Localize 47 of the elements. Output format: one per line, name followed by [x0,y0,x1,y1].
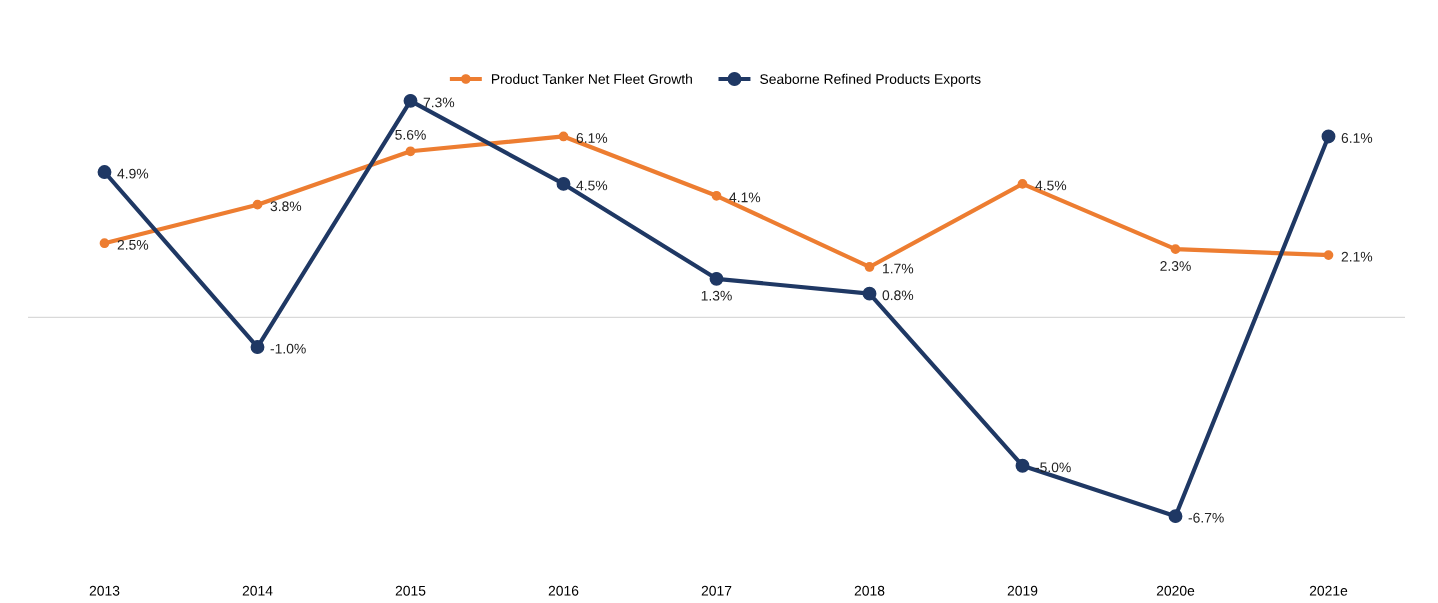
x-tick-label: 2013 [89,585,120,596]
data-label: 5.6% [395,129,426,140]
point [97,165,112,179]
data-label: 4.5% [576,180,608,191]
x-tick-label: 2014 [242,585,273,596]
point [864,262,875,272]
data-label: 3.8% [270,201,302,212]
data-label: -6.7% [1188,512,1224,523]
point [250,340,265,355]
data-label: 1.3% [701,290,732,301]
data-label: 4.9% [117,168,149,179]
x-tick-label: 2021e [1309,585,1348,596]
data-label: 2.3% [1160,261,1191,271]
point [1321,129,1336,144]
point [711,190,722,201]
point [1323,250,1334,260]
x-tick-label: 2016 [548,585,579,596]
legend-label: Product Tanker Net Fleet Growth [491,73,692,84]
point [558,131,569,142]
point [1170,244,1181,255]
x-tick-label: 2017 [701,585,732,596]
data-label: 0.8% [882,290,914,301]
data-label: -1.0% [270,343,306,354]
point [99,238,110,249]
x-tick-label: 2018 [854,585,885,596]
point [1168,509,1183,524]
data-label: 4.5% [1035,180,1067,191]
point [1017,179,1028,189]
point [403,93,418,108]
x-tick-label: 2020e [1156,585,1195,596]
point [252,199,263,210]
data-label: 2.1% [1341,251,1373,262]
point [1015,458,1030,473]
data-label: 4.1% [729,192,761,203]
data-label: 2.5% [117,239,149,250]
point [405,146,416,157]
data-label: 6.1% [576,133,608,143]
data-label: 1.7% [883,263,914,274]
x-tick-label: 2015 [395,585,426,596]
legend-label: Seaborne Refined Products Exports [760,73,981,87]
point [709,271,724,286]
x-tick-label: 2019 [1007,585,1038,596]
point [862,286,877,301]
point [556,176,571,191]
data-label: 7.3% [423,97,455,108]
data-label: -5.0% [1035,462,1071,473]
data-label: 6.1% [1341,133,1373,143]
